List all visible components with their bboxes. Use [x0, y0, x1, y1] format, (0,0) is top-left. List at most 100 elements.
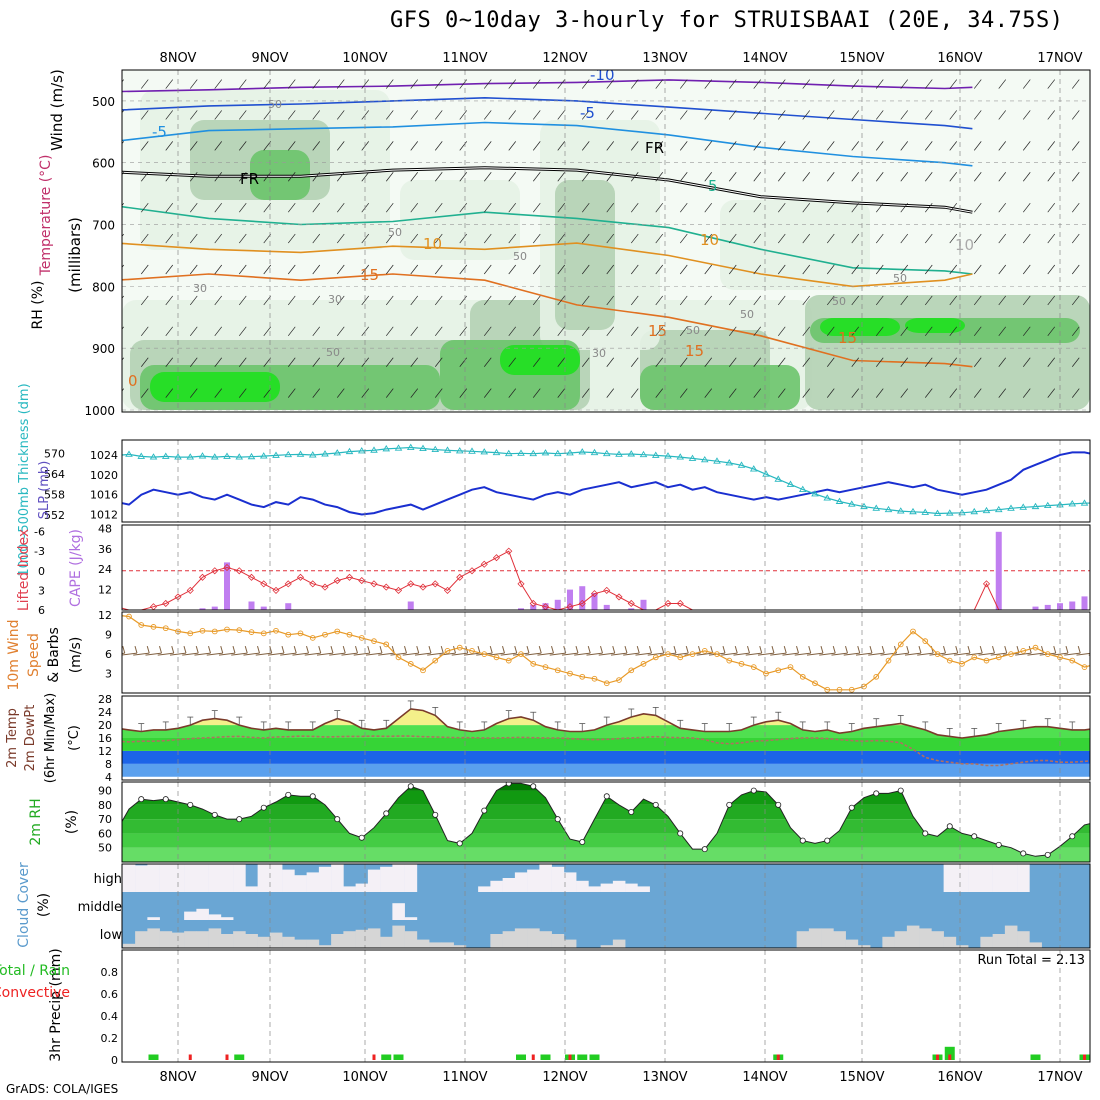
- wind-barb: [728, 233, 737, 244]
- wind-barb: [312, 357, 321, 367]
- rh-marker: [285, 791, 292, 798]
- cape-bar: [579, 586, 586, 610]
- precip-bar: [393, 1054, 404, 1060]
- cloud-cell: [404, 931, 418, 948]
- y-tick-label: 564: [44, 468, 65, 481]
- x-tick-label-bottom: 13NOV: [642, 1070, 687, 1085]
- y-tick-label: 600: [92, 157, 115, 171]
- lifted-index-marker: [247, 573, 256, 581]
- wind-barb: [220, 645, 224, 654]
- wind-speed-marker: [1020, 648, 1027, 654]
- wind-barb: [875, 388, 884, 398]
- cloud-cell: [367, 869, 381, 892]
- wind-barb: [385, 233, 394, 244]
- wind-barb: [189, 388, 198, 398]
- rh-marker: [603, 793, 610, 800]
- wind-barb: [312, 295, 321, 306]
- wind-barb: [924, 79, 933, 89]
- wind-barb: [263, 295, 272, 306]
- cloud-cell: [502, 878, 516, 892]
- wind-speed-marker: [273, 627, 279, 634]
- wind-barb: [508, 264, 517, 275]
- wind-barb: [483, 388, 492, 398]
- y-axis-label: & Barbs: [46, 627, 62, 683]
- wind-barb: [189, 172, 198, 182]
- temperature-contour-label: 0: [128, 372, 138, 390]
- wind-barb: [122, 141, 125, 145]
- wind-barb: [819, 652, 836, 656]
- y-tick-label: 552: [44, 509, 65, 522]
- isotherm-line: [122, 167, 973, 213]
- wind-barb: [561, 652, 579, 656]
- wind-barb: [782, 652, 799, 656]
- wind-panel: [122, 613, 1090, 693]
- y-tick-label: 24: [98, 563, 112, 576]
- thickness-marker: [847, 500, 856, 507]
- wind-barb: [924, 295, 933, 306]
- x-tick-label-bottom: 16NOV: [937, 1070, 982, 1085]
- y-tick-label: 1024: [90, 449, 118, 462]
- wind-barb: [630, 264, 639, 275]
- thickness-marker: [186, 453, 195, 460]
- wind-speed-marker: [469, 648, 475, 654]
- wind-barb: [655, 233, 664, 244]
- wind-speed-marker: [861, 683, 867, 690]
- temp-band: [122, 738, 1090, 751]
- wind-barb: [489, 645, 493, 654]
- wind-barb: [483, 326, 492, 337]
- rh-marker: [383, 810, 390, 817]
- wind-barb: [581, 202, 590, 213]
- wind-barb: [843, 652, 860, 656]
- thickness-marker: [553, 449, 562, 457]
- wind-barb: [575, 645, 579, 654]
- y-axis-label: 2m Temp: [5, 708, 20, 768]
- convective-bar: [1083, 1054, 1086, 1060]
- wind-barb: [1022, 295, 1031, 306]
- wind-barb: [385, 295, 394, 306]
- wind-barb: [753, 326, 762, 337]
- wind-barb: [1071, 233, 1080, 244]
- wind-barb: [214, 264, 223, 275]
- wind-barb: [263, 388, 272, 398]
- wind-barb: [263, 110, 272, 120]
- wind-barb: [924, 326, 933, 337]
- wind-barb: [557, 388, 566, 398]
- y-tick-label: 700: [92, 219, 115, 233]
- wind-barb: [416, 645, 420, 654]
- wind-barb: [410, 79, 419, 89]
- wind-barb: [214, 110, 223, 120]
- x-tick-label-bottom: 8NOV: [160, 1070, 197, 1085]
- wind-speed-marker: [285, 631, 292, 638]
- wind-barb: [243, 652, 260, 656]
- cloud-cell: [833, 931, 846, 948]
- wind-barb: [728, 388, 737, 398]
- wind-barb: [949, 264, 958, 275]
- wind-barb: [232, 645, 236, 654]
- wind-barb: [385, 141, 394, 151]
- cloud-cell: [147, 917, 160, 920]
- slp-panel: [122, 443, 1090, 516]
- wind-barb: [949, 357, 958, 367]
- rh-marker: [922, 830, 929, 837]
- wind-speed-marker: [677, 654, 684, 661]
- wind-barb: [140, 326, 149, 337]
- lifted-index-marker: [517, 580, 525, 588]
- cloud-cell: [600, 883, 614, 892]
- cloud-cell: [980, 864, 993, 892]
- wind-barb: [410, 388, 419, 398]
- cloud-cell: [992, 864, 1006, 892]
- cape-bar: [591, 593, 598, 610]
- cloud-cell: [257, 864, 271, 892]
- y-tick-label: 90: [98, 785, 112, 798]
- wind-barb: [875, 110, 884, 120]
- wind-barb: [238, 357, 247, 367]
- rh-marker: [848, 804, 855, 811]
- wind-barb: [802, 172, 811, 182]
- wind-barb: [269, 645, 273, 654]
- thickness-marker: [578, 448, 587, 455]
- thickness-marker: [664, 452, 672, 459]
- cloud-cell: [1029, 942, 1042, 948]
- x-tick-label-top: 15NOV: [839, 51, 884, 66]
- y-axis-label: (%): [36, 893, 52, 917]
- rh-band: [122, 819, 1090, 834]
